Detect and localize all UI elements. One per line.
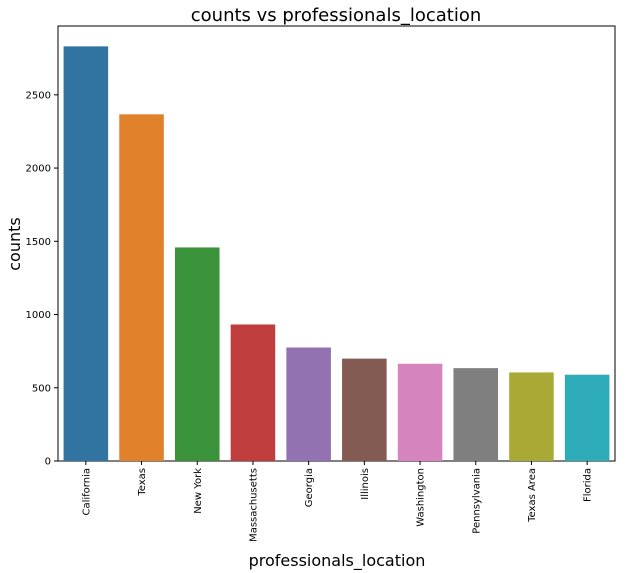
bar-new-york	[174, 247, 220, 461]
bar-massachusetts	[230, 324, 276, 461]
bar-pennsylvania	[453, 368, 499, 461]
bar-texas-area	[509, 372, 554, 461]
y-tick-label: 2000	[26, 164, 51, 175]
y-tick-label: 1500	[26, 237, 51, 248]
y-tick-label: 1000	[26, 310, 51, 321]
bar-california	[63, 46, 109, 462]
x-tick-label: Pennsylvania	[471, 468, 482, 534]
x-tick-label: California	[81, 468, 92, 516]
bar-washington	[397, 363, 443, 461]
x-axis-label: professionals_location	[249, 551, 426, 571]
y-axis-ticks: 0 500 1000 1500 2000 2500	[26, 90, 58, 468]
y-tick-label: 500	[32, 383, 51, 394]
x-tick-label: Texas Area	[527, 468, 538, 523]
bars-group	[63, 46, 610, 462]
bar-florida	[564, 374, 610, 461]
y-tick-label: 0	[45, 457, 51, 468]
bar-texas	[119, 114, 164, 461]
y-tick-label: 2500	[26, 90, 51, 101]
x-tick-label: New York	[193, 468, 204, 514]
x-tick-label: Texas	[137, 468, 148, 497]
x-axis-ticks: California Texas New York Massachusetts Geor…	[81, 461, 594, 542]
x-tick-label: Massachusetts	[248, 468, 259, 542]
x-tick-label: Washington	[416, 468, 427, 527]
bar-illinois	[342, 358, 387, 461]
x-tick-label: Florida	[583, 468, 594, 502]
chart-title: counts vs professionals_location	[191, 5, 482, 26]
y-axis-label: counts	[5, 217, 24, 270]
bar-georgia	[286, 347, 331, 461]
x-tick-label: Georgia	[304, 468, 315, 507]
x-tick-label: Illinois	[360, 468, 371, 500]
